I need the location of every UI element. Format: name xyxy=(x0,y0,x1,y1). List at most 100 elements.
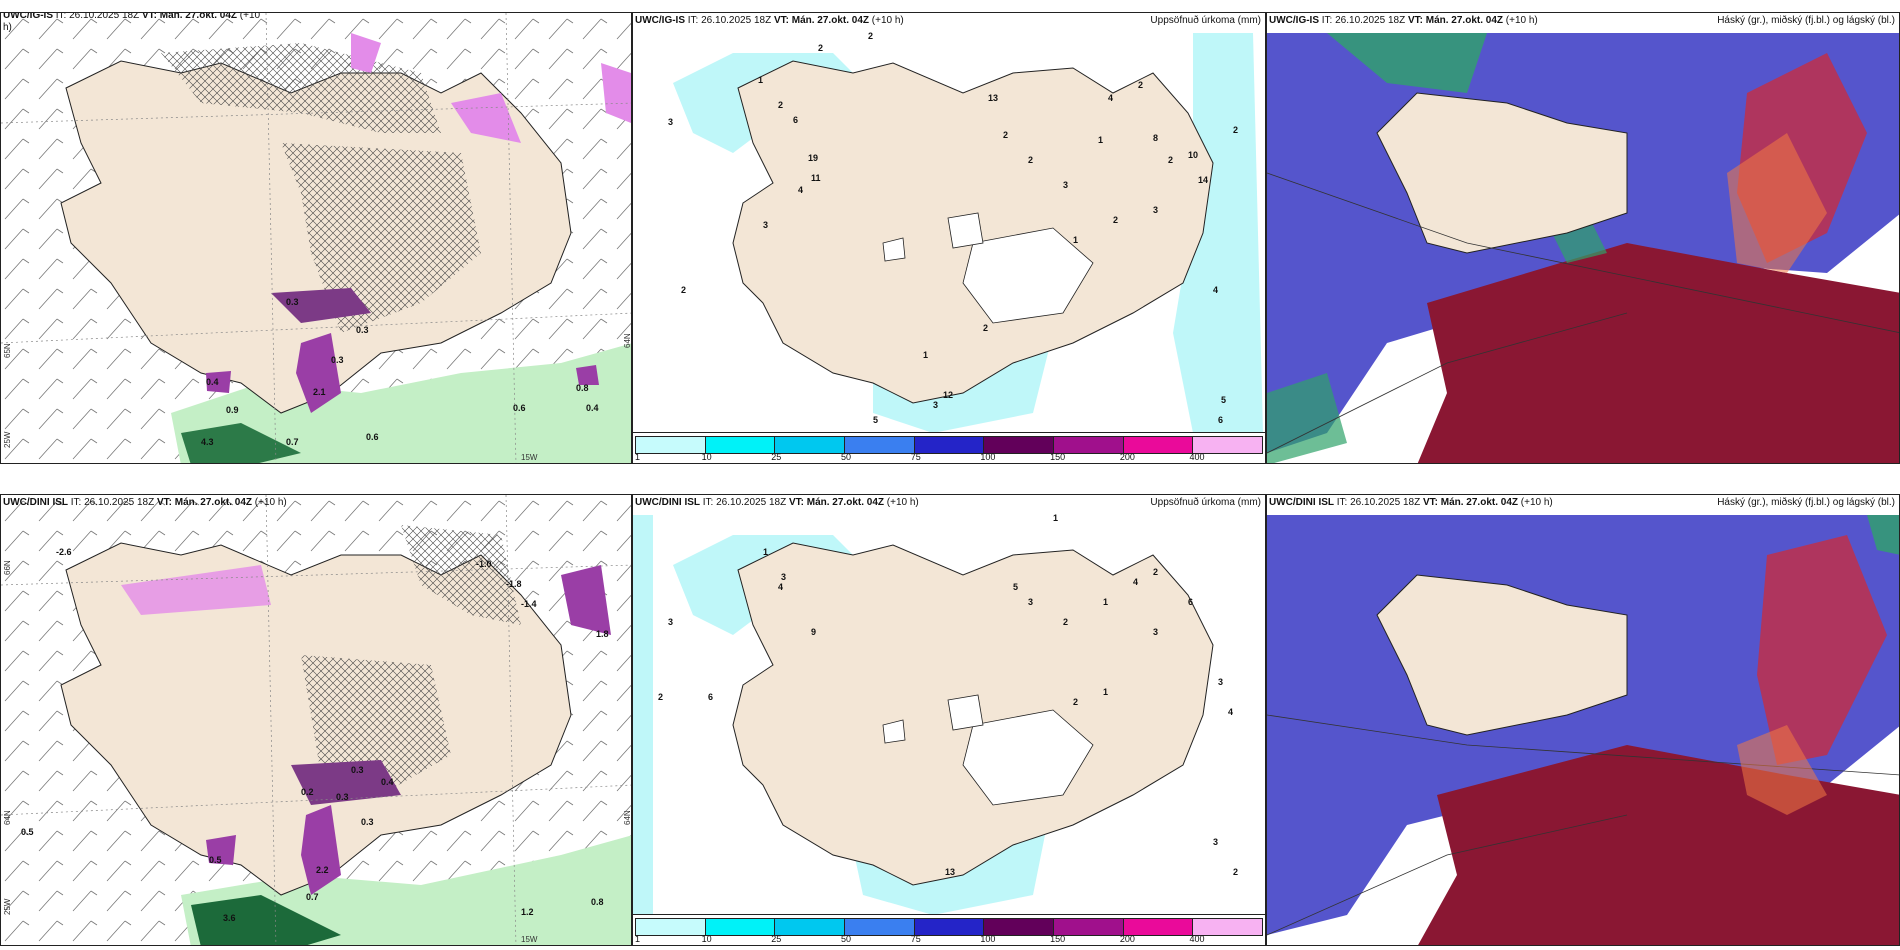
model-name: UWC/IG-IS xyxy=(635,15,685,26)
map-label: 6 xyxy=(708,692,713,702)
map-label: 11 xyxy=(811,173,821,183)
vt-value: Mán. 27.okt. 04Z xyxy=(1440,497,1518,508)
map-label: 5 xyxy=(1221,395,1226,405)
map-label: 2 xyxy=(1153,567,1158,577)
colorbar-tick: 400 xyxy=(1189,452,1205,462)
map-label: 2.1 xyxy=(313,387,326,397)
map-label: 2 xyxy=(983,323,988,333)
map-label: 3 xyxy=(763,220,768,230)
axis-label-right: 64N xyxy=(623,333,632,348)
axis-label-bottom: 15W xyxy=(521,935,538,944)
colorbar-tick: 100 xyxy=(980,934,996,944)
colorbar-ticks: 1 10 25 50 75 100 150 200 400 xyxy=(635,934,1263,944)
map-label: 4.3 xyxy=(201,437,214,447)
map-label: 1.8 xyxy=(596,629,609,639)
vt-label: VT: xyxy=(1422,497,1438,508)
vt-label: VT: xyxy=(788,497,804,508)
map-label: 0.3 xyxy=(331,355,344,365)
map-label: 2 xyxy=(1063,617,1068,627)
vt-value: Mán. 27.okt. 04Z xyxy=(174,497,252,508)
map-label: 2 xyxy=(658,692,663,702)
map-label: 1 xyxy=(1103,687,1108,697)
map-label: 1 xyxy=(763,547,768,557)
it-value: 26.10.2025 18Z xyxy=(69,12,140,21)
colorbar-swatches xyxy=(635,918,1263,936)
map-label: 0.9 xyxy=(226,405,239,415)
colorbar-swatch xyxy=(845,437,915,453)
axis-label-bottom: 15W xyxy=(521,453,538,462)
map-label: 0.8 xyxy=(576,383,589,393)
panel-header: UWC/DINI ISL IT: 26.10.2025 18Z VT: Mán.… xyxy=(635,497,919,509)
map-label: 2 xyxy=(1028,155,1033,165)
vt-value: Mán. 27.okt. 04Z xyxy=(806,497,884,508)
map-label: 3 xyxy=(1153,627,1158,637)
map-label: -1.0 xyxy=(476,559,492,569)
lead-time: (+10 h) xyxy=(254,497,287,508)
map-label: 3.6 xyxy=(223,913,236,923)
map-label: 3 xyxy=(668,617,673,627)
colorbar-tick: 200 xyxy=(1119,452,1135,462)
colorbar-tick: 150 xyxy=(1050,934,1066,944)
panel-header: UWC/IG-IS IT: 26.10.2025 18Z VT: Mán. 27… xyxy=(635,15,904,27)
colorbar-tick: 10 xyxy=(701,452,712,462)
map-label: -2.6 xyxy=(56,547,72,557)
colorbar-tick: 25 xyxy=(771,452,782,462)
lead-time: (+10 xyxy=(239,12,261,21)
colorbar-tick: 50 xyxy=(840,934,851,944)
colorbar-tick: 100 xyxy=(980,452,996,462)
map-label: 2 xyxy=(1113,215,1118,225)
panel-top-right: UWC/IG-IS IT: 26.10.2025 18Z VT: Mán. 27… xyxy=(1266,12,1900,464)
map-label: 3 xyxy=(1063,180,1068,190)
map-label: 4 xyxy=(1133,577,1138,587)
map-label: 0.3 xyxy=(361,817,374,827)
rain-green-area xyxy=(171,343,631,463)
map-label: 19 xyxy=(808,153,818,163)
vt-value: Mán. 27.okt. 04Z xyxy=(1425,15,1503,26)
colorbar-tick: 200 xyxy=(1119,934,1135,944)
map-label: 13 xyxy=(945,867,955,877)
map-label: 4 xyxy=(1228,707,1233,717)
colorbar-tick: 150 xyxy=(1050,452,1066,462)
colorbar-tick: 10 xyxy=(701,934,712,944)
map-wind-precip-bottom: -2.6 -1.0 -1.8 -1.4 1.8 0.5 0.3 0.2 0.3 … xyxy=(1,495,631,945)
lead-time: (+10 h) xyxy=(1505,15,1538,26)
it-label: IT: xyxy=(702,497,714,508)
colorbar-swatch xyxy=(1123,919,1194,935)
colorbar-tick: 25 xyxy=(771,934,782,944)
map-label: 2 xyxy=(1168,155,1173,165)
axis-label-lon: 25W xyxy=(3,898,12,915)
vt-value: Mán. 27.okt. 04Z xyxy=(159,12,237,21)
map-label: 2 xyxy=(818,43,823,53)
axis-label-right: 64N xyxy=(623,810,632,825)
it-label: IT: xyxy=(1321,15,1333,26)
it-value: 26.10.2025 18Z xyxy=(701,15,772,26)
colorbar: 1 10 25 50 75 100 150 200 400 xyxy=(633,914,1265,945)
colorbar-swatch xyxy=(775,919,846,935)
colorbar-tick: 400 xyxy=(1189,934,1205,944)
map-label: 2 xyxy=(1073,697,1078,707)
map-label: 3 xyxy=(1028,597,1033,607)
colorbar-tick: 75 xyxy=(910,452,921,462)
map-label: 0.6 xyxy=(366,432,379,442)
colorbar-swatch xyxy=(1193,919,1263,935)
map-label: 1 xyxy=(758,75,763,85)
panel-title: Háský (gr.), miðský (fj.bl.) og lágský (… xyxy=(1717,497,1895,508)
map-label: 0.3 xyxy=(356,325,369,335)
map-label: -1.4 xyxy=(521,599,537,609)
axis-label-lat: 65N xyxy=(3,343,12,358)
it-value: 26.10.2025 18Z xyxy=(1350,497,1421,508)
map-label: 4 xyxy=(1213,285,1218,295)
panel-header: UWC/IG-IS IT: 26.10.2025 18Z VT: Mán. 27… xyxy=(3,12,261,34)
map-label: 10 xyxy=(1188,150,1198,160)
map-label: 13 xyxy=(988,93,998,103)
colorbar-tick: 75 xyxy=(910,934,921,944)
colorbar-swatch xyxy=(1054,437,1124,453)
colorbar-swatch xyxy=(705,437,776,453)
map-label: 5 xyxy=(1013,582,1018,592)
map-label: 0.5 xyxy=(209,855,222,865)
lead-time: (+10 h) xyxy=(871,15,904,26)
map-label: 1 xyxy=(1053,513,1058,523)
panel-top-left: 0.4 0.3 2.1 0.6 0.6 0.8 0.4 0.7 4.3 0.9 … xyxy=(0,12,632,464)
panel-top-middle: 2 2 3 1 2 6 19 11 4 3 2 13 2 2 3 1 4 2 8… xyxy=(632,12,1266,464)
map-label: 12 xyxy=(943,390,953,400)
